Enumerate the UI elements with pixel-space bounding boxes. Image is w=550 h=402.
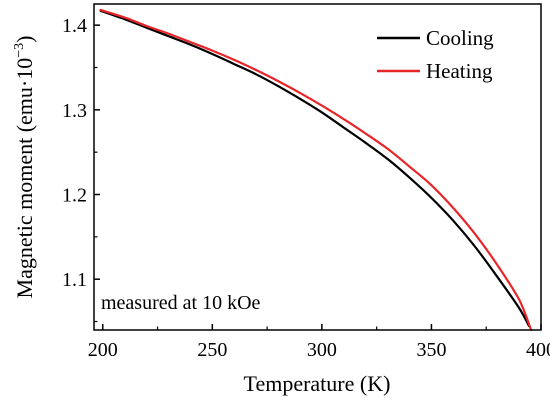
x-axis-title: Temperature (K) [244,371,391,396]
legend-label-cooling: Cooling [426,26,494,50]
x-tick-label: 250 [197,339,227,361]
y-axis-title: Magnetic moment (emu·10−3) [12,36,37,299]
y-axis-title-suffix: ) [12,36,37,43]
x-tick-label: 400 [526,339,550,361]
x-tick-label: 350 [416,339,446,361]
y-tick-label: 1.3 [62,100,87,122]
measurement-note: measured at 10 kOe [101,292,261,314]
series-line-cooling [99,9,530,327]
y-axis-title-superscript: −3 [12,43,27,58]
x-tick-label: 300 [307,339,337,361]
x-tick-label: 200 [88,339,118,361]
ticks [94,24,542,330]
y-axis-title-main: Magnetic moment (emu·10 [12,58,37,299]
y-tick-label: 1.1 [62,269,87,291]
legend: Cooling Heating [377,26,494,83]
plot-lines [99,8,533,332]
plot-frame [93,3,542,331]
y-tick-label: 1.4 [62,15,87,37]
tick-labels: 200 250 300 350 400 1.1 1.2 1.3 1.4 [62,15,550,361]
legend-label-heating: Heating [426,59,493,83]
y-tick-label: 1.2 [62,185,87,207]
series-line-heating [99,8,533,332]
